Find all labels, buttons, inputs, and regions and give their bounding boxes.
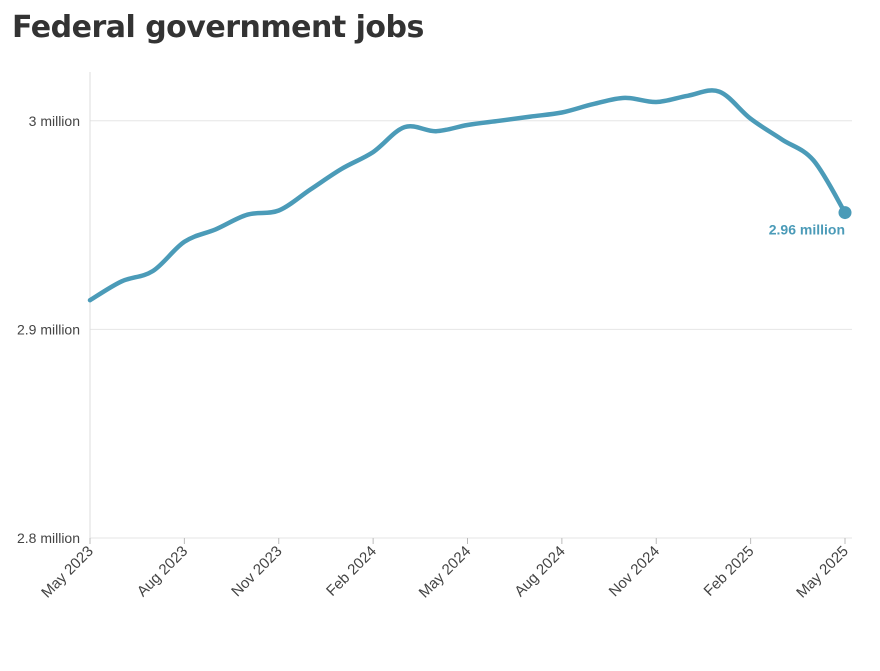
chart-title: Federal government jobs bbox=[12, 10, 424, 45]
x-axis-ticks: May 2023 Aug 2023 Nov 2023 Feb 2024 May 2024… bbox=[38, 538, 852, 601]
y-tick-label: 2.8 million bbox=[17, 530, 80, 546]
x-tick-label: Nov 2024 bbox=[606, 543, 663, 600]
x-tick-label: Feb 2025 bbox=[701, 543, 758, 600]
y-axis-ticks: 2.8 million 2.9 million 3 million bbox=[17, 113, 80, 546]
x-tick-label: Feb 2024 bbox=[323, 543, 380, 600]
x-tick-label: Aug 2023 bbox=[134, 543, 191, 600]
x-tick-label: May 2023 bbox=[38, 543, 97, 602]
y-tick-label: 3 million bbox=[29, 113, 80, 129]
x-tick-label: May 2024 bbox=[416, 543, 475, 602]
series-layer bbox=[87, 88, 852, 303]
annotation-layer: 2.96 million bbox=[769, 222, 845, 238]
x-tick-label: May 2025 bbox=[793, 543, 852, 602]
end-value-label: 2.96 million bbox=[769, 222, 845, 238]
gridlines bbox=[90, 120, 852, 539]
x-tick-label: Nov 2023 bbox=[228, 543, 285, 600]
x-tick-label: Aug 2024 bbox=[511, 543, 568, 600]
end-point-marker bbox=[838, 206, 852, 220]
y-tick-label: 2.9 million bbox=[17, 321, 80, 337]
series-line bbox=[87, 88, 848, 303]
